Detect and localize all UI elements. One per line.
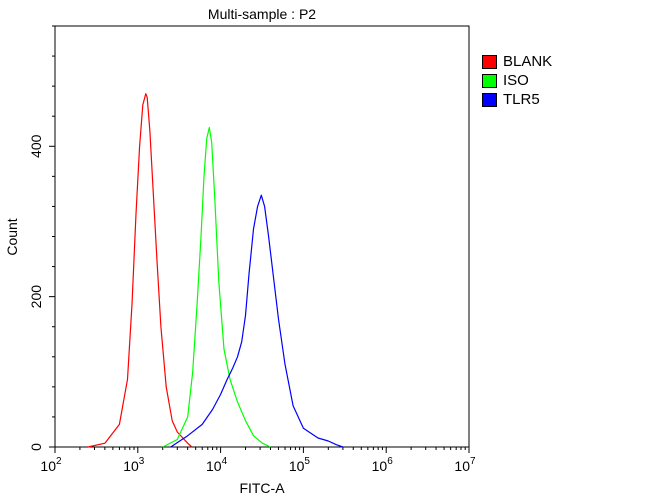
axis-ticks <box>49 25 470 453</box>
legend-label-blank: BLANK <box>503 53 553 70</box>
x-axis-label: FITC-A <box>239 480 285 496</box>
legend-swatch-tlr5 <box>482 92 497 107</box>
series-line-tlr5 <box>170 194 344 448</box>
chart-legend: BLANK ISO TLR5 <box>482 52 552 109</box>
x-tick-label: 104 <box>206 456 228 474</box>
plot-frame <box>54 25 470 448</box>
y-tick-label: 400 <box>28 134 44 158</box>
series-line-iso <box>162 126 271 448</box>
legend-swatch-blank <box>482 54 497 69</box>
y-axis-label: Count <box>4 218 20 255</box>
x-tick-label: 102 <box>40 456 62 474</box>
x-tick-labels: 102 103 104 105 106 107 <box>40 456 476 474</box>
series-lines <box>87 93 344 448</box>
legend-label-tlr5: TLR5 <box>503 91 540 108</box>
x-tick-label: 103 <box>123 456 145 474</box>
legend-label-iso: ISO <box>503 72 529 89</box>
legend-item-blank: BLANK <box>482 52 552 71</box>
y-tick-label: 200 <box>28 285 44 309</box>
x-tick-label: 106 <box>372 456 394 474</box>
y-tick-labels: 0 200 400 <box>28 134 44 451</box>
x-tick-label: 105 <box>289 456 311 474</box>
chart-title: Multi-sample : P2 <box>208 6 316 22</box>
series-line-blank <box>87 93 193 448</box>
legend-item-tlr5: TLR5 <box>482 90 552 109</box>
y-tick-label: 0 <box>28 443 44 451</box>
x-tick-label: 107 <box>454 456 476 474</box>
legend-item-iso: ISO <box>482 71 552 90</box>
legend-swatch-iso <box>482 73 497 88</box>
